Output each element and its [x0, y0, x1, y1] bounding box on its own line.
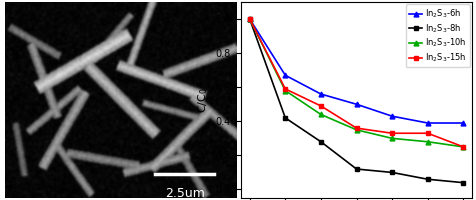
- In$_2$S$_3$-6h: [388, 115, 394, 117]
- Y-axis label: C/C$_0$: C/C$_0$: [196, 87, 210, 113]
- In$_2$S$_3$-10h: [247, 18, 252, 20]
- In$_2$S$_3$-8h: [388, 171, 394, 174]
- In$_2$S$_3$-15h: [317, 105, 323, 107]
- In$_2$S$_3$-6h: [459, 122, 465, 124]
- In$_2$S$_3$-6h: [353, 103, 358, 105]
- In$_2$S$_3$-10h: [282, 89, 288, 92]
- In$_2$S$_3$-15h: [247, 18, 252, 20]
- Line: In$_2$S$_3$-6h: In$_2$S$_3$-6h: [247, 17, 465, 125]
- In$_2$S$_3$-10h: [459, 146, 465, 148]
- In$_2$S$_3$-8h: [353, 168, 358, 170]
- In$_2$S$_3$-8h: [424, 178, 430, 180]
- Line: In$_2$S$_3$-15h: In$_2$S$_3$-15h: [247, 17, 465, 149]
- In$_2$S$_3$-6h: [282, 74, 288, 76]
- In$_2$S$_3$-15h: [424, 132, 430, 134]
- In$_2$S$_3$-10h: [424, 141, 430, 143]
- Line: In$_2$S$_3$-10h: In$_2$S$_3$-10h: [247, 17, 465, 149]
- In$_2$S$_3$-15h: [459, 146, 465, 148]
- In$_2$S$_3$-6h: [317, 93, 323, 95]
- Legend: In$_2$S$_3$-6h, In$_2$S$_3$-8h, In$_2$S$_3$-10h, In$_2$S$_3$-15h: In$_2$S$_3$-6h, In$_2$S$_3$-8h, In$_2$S$…: [405, 4, 469, 67]
- In$_2$S$_3$-15h: [388, 132, 394, 134]
- Text: 2.5um: 2.5um: [164, 187, 204, 200]
- In$_2$S$_3$-10h: [317, 113, 323, 116]
- In$_2$S$_3$-10h: [388, 137, 394, 140]
- In$_2$S$_3$-8h: [247, 18, 252, 20]
- In$_2$S$_3$-6h: [247, 18, 252, 20]
- In$_2$S$_3$-6h: [424, 122, 430, 124]
- In$_2$S$_3$-8h: [282, 117, 288, 119]
- In$_2$S$_3$-8h: [459, 181, 465, 184]
- In$_2$S$_3$-15h: [353, 127, 358, 129]
- In$_2$S$_3$-8h: [317, 141, 323, 143]
- In$_2$S$_3$-15h: [282, 88, 288, 90]
- In$_2$S$_3$-10h: [353, 129, 358, 131]
- Line: In$_2$S$_3$-8h: In$_2$S$_3$-8h: [247, 17, 465, 185]
